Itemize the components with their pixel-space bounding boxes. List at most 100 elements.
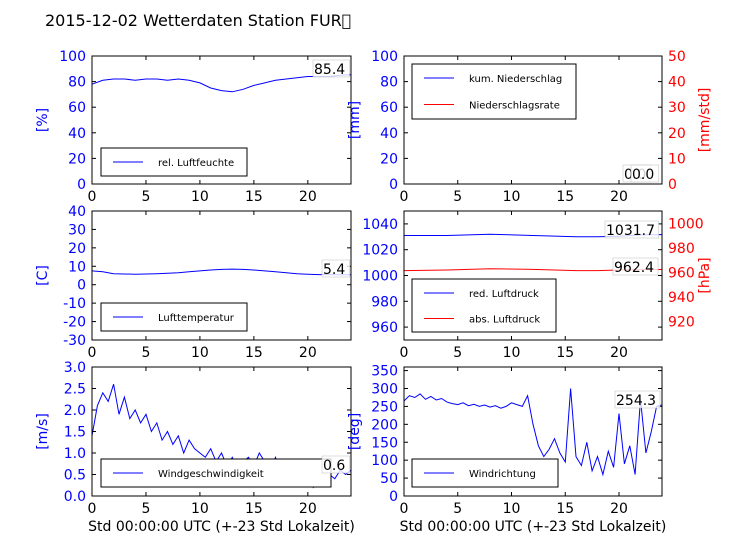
annotation-box — [321, 259, 351, 278]
legend-label: Niederschlagsrate — [469, 101, 560, 112]
x-tick-label: 5 — [453, 345, 462, 361]
y-tick-label: 40 — [68, 126, 86, 142]
x-axis-label: Std 00:00:00 UTC (+-23 Std Lokalzeit) — [88, 519, 355, 535]
value-annotation: 85.4 — [314, 62, 345, 78]
legend-label: Lufttemperatur — [158, 313, 235, 324]
y-tick-label: 1040 — [362, 217, 398, 233]
y-tick-label: 200 — [371, 417, 398, 433]
y-tick-label: 40 — [68, 204, 86, 220]
temperature-series-line — [91, 268, 351, 276]
legend-label: abs. Luftdruck — [469, 315, 540, 326]
y-right-tick-label: 20 — [668, 126, 686, 142]
y-tick-label: 40 — [380, 126, 398, 142]
y-tick-label: 60 — [380, 100, 398, 116]
y-tick-label: 3.0 — [64, 360, 86, 376]
x-tick-label: 0 — [400, 345, 409, 361]
value-annotation: 1031.7 — [606, 223, 655, 239]
winddirection-series-line — [403, 388, 663, 477]
x-tick-label: 0 — [88, 501, 97, 517]
annotation-box — [612, 257, 659, 276]
value-annotation: 0.6 — [323, 458, 345, 474]
x-tick-label: 10 — [191, 501, 209, 517]
y-tick-label: 150 — [371, 435, 398, 451]
y-tick-label: 980 — [371, 294, 398, 310]
y-tick-label: 1.0 — [64, 446, 86, 462]
annotation-box — [312, 59, 350, 78]
legend-label: Windgeschwindigkeit — [158, 469, 264, 480]
figure-title: 2015-12-02 Wetterdaten Station FUR  — [45, 11, 351, 30]
y-tick-label: 1020 — [362, 243, 398, 259]
pressure-legend — [411, 278, 557, 333]
x-tick-label: 5 — [453, 189, 462, 205]
annotation-box — [604, 220, 659, 239]
y-tick-label: -30 — [63, 333, 86, 349]
x-tick-label: 20 — [299, 189, 317, 205]
x-tick-label: 0 — [88, 345, 97, 361]
x-tick-label: 0 — [88, 189, 97, 205]
y-tick-label: 60 — [68, 100, 86, 116]
x-tick-label: 10 — [503, 345, 521, 361]
y-axis-label: [%] — [35, 108, 51, 132]
y-right-tick-label: 960 — [668, 265, 695, 281]
x-tick-label: 20 — [610, 189, 628, 205]
y-axis-label-right: [hPa] — [697, 257, 713, 293]
y-tick-label: 0 — [77, 278, 86, 294]
x-tick-label: 10 — [503, 189, 521, 205]
legend-label: red. Luftdruck — [469, 289, 539, 300]
annotation-box — [614, 390, 661, 409]
y-right-tick-label: 40 — [668, 75, 686, 91]
pressure-panel: 0 5 10 15 20 960 980 1000 1020 1040 920 940 960 980 10… — [362, 210, 713, 361]
precipitation-legend — [411, 63, 577, 120]
humidity-series-line — [91, 74, 352, 93]
temperature-panel: 0 5 10 15 20 -30 -20 -10 0 10 20 30 40 [C] Lufttempera… — [35, 204, 352, 361]
x-tick-label: 15 — [556, 189, 574, 205]
y-axis-label: [deg] — [347, 413, 363, 450]
y-right-tick-label: 1000 — [668, 216, 704, 232]
x-tick-label: 10 — [503, 501, 521, 517]
x-tick-label: 15 — [245, 189, 263, 205]
y-tick-label: 1000 — [362, 269, 398, 285]
x-tick-label: 5 — [141, 345, 150, 361]
windspeed-panel: 0 5 10 15 20 0.0 0.5 1.0 1.5 2.0 2.5 3.0 [m/s] Std 00… — [35, 360, 355, 535]
y-tick-label: 0 — [389, 489, 398, 505]
x-tick-label: 10 — [191, 345, 209, 361]
y-tick-label: 960 — [371, 320, 398, 336]
y-tick-label: 0.5 — [64, 468, 86, 484]
x-tick-label: 5 — [141, 189, 150, 205]
y-axis-label: [C] — [35, 265, 51, 286]
y-tick-label: 50 — [380, 471, 398, 487]
x-tick-label: 20 — [610, 345, 628, 361]
x-tick-label: 15 — [556, 501, 574, 517]
y-right-tick-label: 30 — [668, 100, 686, 116]
y-tick-label: 1.5 — [64, 425, 86, 441]
y-tick-label: 0 — [77, 177, 86, 193]
value-annotation: 962.4 — [614, 260, 654, 276]
x-tick-label: 5 — [141, 501, 150, 517]
y-tick-label: 250 — [371, 399, 398, 415]
humidity-panel: 0 5 10 15 20 0 20 40 60 80 100 [%] rel. Luftfeuchte 8… — [35, 49, 352, 205]
y-tick-label: 100 — [371, 49, 398, 65]
y-right-tick-label: 980 — [668, 241, 695, 257]
y-tick-label: 20 — [68, 241, 86, 257]
y-right-tick-label: 0 — [668, 177, 677, 193]
y-tick-label: 80 — [68, 75, 86, 91]
y-tick-label: 2.5 — [64, 382, 86, 398]
y-right-tick-label: 10 — [668, 151, 686, 167]
value-annotation: 0.0 — [632, 167, 654, 183]
x-axis-label: Std 00:00:00 UTC (+-23 Std Lokalzeit) — [400, 519, 667, 535]
legend-label: kum. Niederschlag — [469, 74, 562, 85]
x-tick-label: 5 — [453, 501, 462, 517]
value-annotation: 254.3 — [616, 393, 656, 409]
y-tick-label: 100 — [371, 453, 398, 469]
annotation-box — [321, 455, 351, 474]
x-tick-label: 10 — [191, 189, 209, 205]
x-tick-label: 15 — [245, 501, 263, 517]
y-tick-label: 2.0 — [64, 403, 86, 419]
precipitation-panel: 0 5 10 15 20 0 20 40 60 80 100 0 10 20 30 40 50 [mm] [mm/s… — [347, 49, 713, 205]
annotation-box — [630, 164, 660, 183]
y-right-tick-label: 940 — [668, 290, 695, 306]
y-tick-label: 10 — [68, 259, 86, 275]
precipitation-axes-frame — [403, 55, 663, 185]
temperature-axes-frame — [91, 210, 352, 341]
y-axis-label: [m/s] — [35, 413, 51, 450]
